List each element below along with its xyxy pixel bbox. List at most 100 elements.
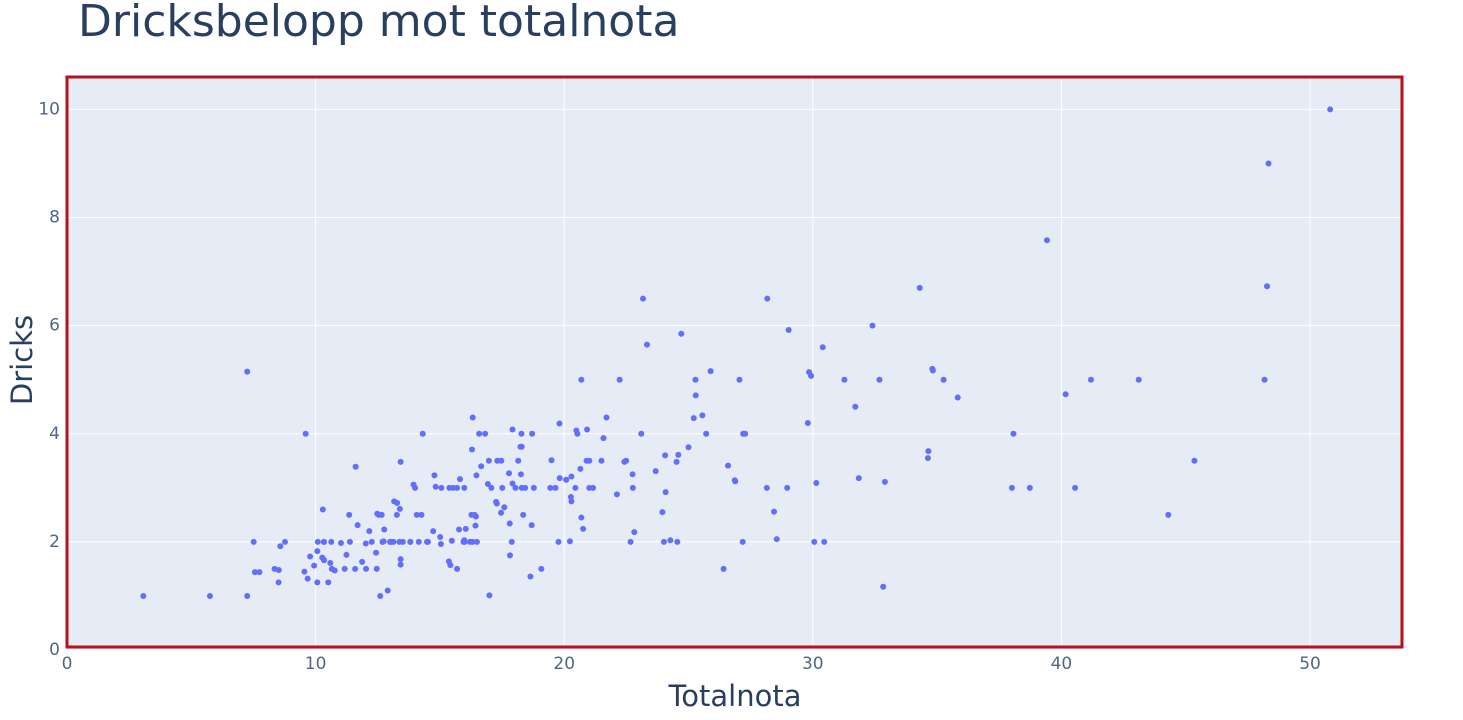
point	[282, 538, 289, 545]
point	[321, 538, 328, 545]
plot-border	[65, 75, 1404, 649]
point	[527, 573, 534, 580]
point	[327, 559, 334, 566]
point	[538, 565, 545, 572]
point	[346, 511, 353, 518]
x-tick-label: 40	[1051, 654, 1073, 674]
point	[940, 376, 947, 383]
point	[528, 522, 535, 529]
point	[520, 511, 527, 518]
point	[244, 592, 251, 599]
point	[563, 476, 570, 483]
point	[457, 476, 464, 483]
point	[498, 457, 505, 464]
point	[473, 538, 480, 545]
point	[363, 565, 370, 572]
point	[271, 565, 278, 572]
point	[437, 534, 444, 541]
point	[667, 537, 674, 544]
point	[881, 478, 888, 485]
point	[362, 540, 369, 547]
point	[423, 538, 430, 545]
point	[397, 561, 404, 568]
point	[1026, 484, 1033, 491]
point	[771, 508, 778, 515]
point	[478, 463, 485, 470]
y-tick-label: 2	[49, 532, 60, 552]
point	[916, 284, 923, 291]
point	[548, 457, 555, 464]
point	[703, 430, 710, 437]
point	[517, 443, 524, 450]
point	[396, 505, 403, 512]
point	[368, 538, 375, 545]
point	[301, 568, 308, 575]
point	[621, 458, 628, 465]
point	[461, 484, 468, 491]
point	[325, 579, 332, 586]
point	[784, 484, 791, 491]
point	[399, 538, 406, 545]
point	[678, 330, 685, 337]
point	[1265, 160, 1272, 167]
point	[331, 567, 338, 574]
point	[346, 538, 353, 545]
point	[468, 446, 475, 453]
point	[629, 484, 636, 491]
x-tick-label: 50	[1299, 654, 1321, 674]
point	[518, 484, 525, 491]
point	[374, 510, 381, 517]
y-tick-label: 8	[49, 208, 60, 228]
point	[473, 472, 480, 479]
point	[277, 543, 284, 550]
point	[1062, 391, 1069, 398]
point	[380, 538, 387, 545]
point	[804, 419, 811, 426]
point	[488, 484, 495, 491]
chart-title: Dricksbelopp mot totalnota	[78, 0, 679, 47]
point	[736, 376, 743, 383]
point	[337, 539, 344, 546]
point	[304, 575, 311, 582]
point	[583, 457, 590, 464]
point	[397, 458, 404, 465]
point	[319, 506, 326, 513]
point	[1043, 237, 1050, 244]
point	[699, 412, 706, 419]
point	[354, 522, 361, 529]
point	[397, 556, 404, 563]
point	[418, 511, 425, 518]
point	[256, 569, 263, 576]
plot-background	[67, 77, 1402, 650]
point	[954, 394, 961, 401]
point	[377, 592, 384, 599]
point	[1008, 484, 1015, 491]
point	[438, 484, 445, 491]
y-tick-label: 4	[49, 424, 60, 444]
point	[924, 455, 931, 462]
point	[512, 484, 519, 491]
point	[314, 548, 321, 555]
point	[419, 430, 426, 437]
x-tick-label: 20	[553, 654, 575, 674]
point	[731, 477, 738, 484]
point	[577, 465, 584, 472]
point	[530, 484, 537, 491]
point	[813, 479, 820, 486]
point	[328, 538, 335, 545]
point	[690, 415, 697, 422]
point	[244, 368, 251, 375]
point	[314, 579, 321, 586]
point	[638, 430, 645, 437]
point	[485, 457, 492, 464]
point	[660, 538, 667, 545]
point	[811, 538, 818, 545]
y-tick-label: 0	[49, 640, 60, 660]
point	[454, 565, 461, 572]
point	[529, 430, 536, 437]
point	[852, 403, 859, 410]
point	[387, 538, 394, 545]
point	[378, 511, 385, 518]
